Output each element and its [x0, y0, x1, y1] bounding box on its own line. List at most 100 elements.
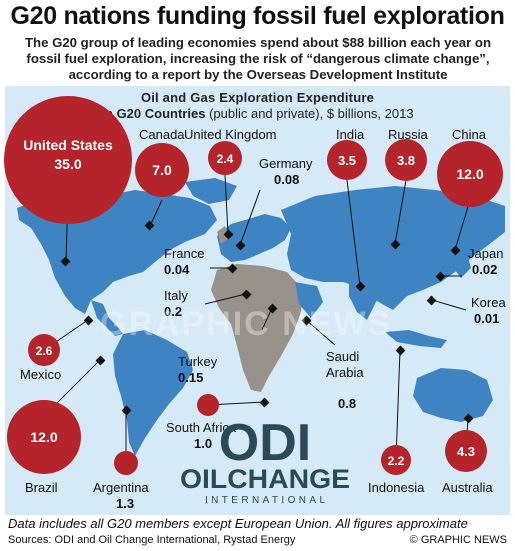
mexico-label: Mexico — [20, 367, 62, 382]
uk-bubble — [208, 141, 242, 175]
world-map — [17, 178, 505, 456]
france-label: France — [164, 246, 205, 261]
uk-value: 2.4 — [217, 152, 234, 166]
brazil-dot — [95, 355, 106, 366]
canada-dot — [144, 220, 155, 231]
panel-subtitle-bold: in G20 Countries — [101, 106, 206, 121]
panel-subtitle-rest: (public and private), $ billions, 2013 — [209, 106, 414, 121]
footnote: Data includes all G20 members except Eur… — [8, 516, 468, 531]
germany-leader — [239, 189, 261, 246]
india-bubble — [327, 140, 367, 180]
korea-dot — [426, 295, 437, 306]
russia-dot — [390, 239, 401, 250]
panel-subtitle: in G20 Countries (public and private), $… — [0, 106, 515, 121]
italy-dot — [241, 289, 252, 300]
sources: Sources: ODI and Oil Change Internationa… — [8, 534, 296, 546]
japan-label: Japan — [468, 246, 504, 261]
indonesia-shape — [385, 330, 447, 348]
korea-value: 0.01 — [474, 311, 500, 326]
india-value: 3.5 — [338, 153, 356, 168]
turkey-value: 0.15 — [178, 370, 204, 385]
saudi-value: 0.8 — [338, 396, 357, 411]
saudi-dot — [301, 315, 312, 326]
brazil-value: 12.0 — [30, 429, 57, 445]
italy-leader — [204, 293, 247, 305]
bubbles — [4, 96, 503, 475]
arabia-shape — [295, 282, 323, 318]
indonesia-leader — [395, 349, 401, 461]
uk-shape — [217, 226, 229, 244]
indonesia-dot — [395, 345, 406, 356]
odi-logo: ODI — [219, 414, 311, 472]
canada-label: Canada — [139, 127, 185, 142]
oilchange-logo: OILCHANGE INTERNATIONAL — [180, 464, 350, 506]
russia-label: Russia — [388, 127, 428, 142]
china-dot — [450, 245, 461, 256]
logos: ODI OILCHANGE INTERNATIONAL — [180, 414, 350, 506]
watermark: GRAPHIC NEWS — [100, 305, 393, 343]
credit: © GRAPHIC NEWS — [409, 534, 507, 546]
brazil-bubble — [7, 400, 81, 474]
central-america-shape — [91, 300, 123, 336]
southafrica-value: 1.0 — [194, 436, 213, 451]
intro-text: The G20 group of leading economies spend… — [24, 35, 492, 82]
turkey-leader — [261, 307, 273, 331]
europe-shape — [217, 214, 291, 262]
india-label: India — [336, 127, 365, 142]
germany-value: 0.08 — [274, 172, 300, 187]
korea-leader — [431, 299, 467, 311]
canada-value: 7.0 — [152, 162, 172, 178]
argentina-dot — [121, 405, 132, 416]
argentina-value: 1.3 — [116, 496, 135, 511]
canada-bubble — [135, 143, 189, 197]
russia-bubble — [385, 139, 427, 181]
australia-dot — [463, 413, 474, 424]
australia-bubble — [445, 430, 487, 472]
china-value: 12.0 — [456, 166, 483, 182]
russia-leader — [394, 179, 407, 245]
saudi-leader — [305, 319, 336, 346]
headline: G20 nations funding fossil fuel explorat… — [10, 2, 505, 30]
france-value: 0.04 — [164, 262, 190, 277]
china-label: China — [452, 127, 486, 142]
southafrica-dot — [259, 397, 270, 408]
italy-value: 0.2 — [164, 304, 183, 319]
greenland-shape — [185, 178, 237, 204]
turkey-label: Turkey — [178, 354, 218, 369]
germany-dot — [235, 240, 246, 251]
argentina-bubble — [114, 451, 138, 475]
japan-dot — [435, 271, 446, 282]
france-dot — [227, 263, 238, 274]
panel-title: Oil and Gas Exploration Expenditure — [140, 90, 375, 105]
southafrica-label: South Africa — [166, 420, 237, 435]
korea-label: Korea — [471, 295, 506, 310]
italy-label: Italy — [164, 288, 188, 303]
indonesia-value: 2.2 — [388, 454, 405, 468]
australia-shape — [413, 368, 493, 422]
canada-leader — [149, 199, 163, 227]
germany-label: Germany — [259, 156, 313, 171]
mexico-bubble — [28, 334, 60, 366]
india-leader — [346, 179, 361, 287]
china-leader — [454, 199, 471, 251]
uk-label: United Kingdom — [184, 127, 277, 142]
africa-shape — [211, 264, 303, 392]
russia-value: 3.8 — [397, 153, 415, 168]
saudi-label: Saudi Arabia — [326, 349, 364, 380]
mexico-value: 2.6 — [36, 344, 53, 358]
indonesia-label: Indonesia — [368, 480, 425, 495]
asia-shape — [281, 186, 505, 310]
us-name: United States — [23, 137, 113, 153]
turkey-dot — [267, 303, 278, 314]
us-dot — [60, 256, 71, 267]
bubble-labels: United States 35.0 7.0 2.4 3.5 3.8 12.0 … — [23, 137, 484, 468]
us-bubble — [4, 96, 132, 224]
india-shape — [349, 282, 377, 320]
japan-shape — [455, 254, 471, 278]
india-dot — [355, 281, 366, 292]
indonesia-bubble — [381, 445, 411, 475]
china-bubble — [437, 141, 503, 207]
oilchange-logo-subtext: INTERNATIONAL — [205, 495, 325, 506]
